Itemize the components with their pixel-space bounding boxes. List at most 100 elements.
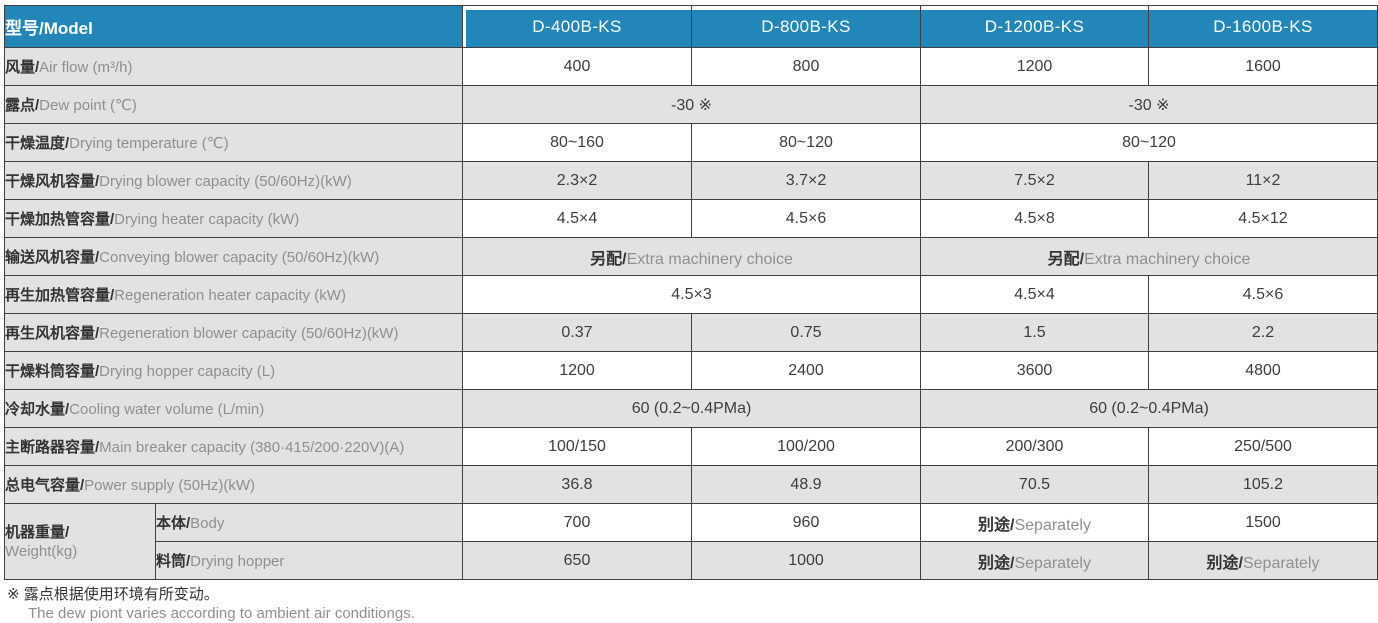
cell-airflow-d1200: 1200 [920,47,1149,86]
footnote: ※ 露点根据使用环境有所变动。 The dew piont varies acc… [4,585,1378,623]
cell-dryheater-d1600: 4.5×12 [1148,199,1378,238]
spec-row-airflow: 风量/Air flow (m³/h) 400 800 1200 1600 [4,47,1378,86]
row-label-regenblower: 再生风机容量/Regeneration blower capacity (50/… [4,313,463,352]
cell-regenheater-d1200: 4.5×4 [920,275,1149,314]
spec-row-dewpoint: 露点/Dew point (℃) -30 ※ -30 ※ [4,85,1378,124]
row-label-regenheater: 再生加热管容量/Regeneration heater capacity (kW… [4,275,463,314]
row-sublabel-body-en: Body [190,515,225,532]
cell-hopper-d1600: 4800 [1148,351,1378,390]
cell-airflow-d1600: 1600 [1148,47,1378,86]
row-label-dewpoint-zh: 露点/ [5,97,40,114]
row-label-drytemp-zh: 干燥温度/ [5,135,70,152]
row-label-regenblower-zh: 再生风机容量/ [5,325,100,342]
cell-regenheater-d400-d800: 4.5×3 [462,275,921,314]
row-label-weight: 机器重量/Weight(kg) [4,503,156,580]
cell-power-d800: 48.9 [691,465,921,504]
row-label-weight-zh: 机器重量/ [5,523,70,541]
row-label-breaker-en: Main breaker capacity (380·415/200·220V)… [99,439,405,456]
row-sublabel-body-zh: 本体/ [156,515,191,532]
row-label-dewpoint-en: Dew point (℃) [39,97,137,114]
row-label-convblower: 输送风机容量/Conveying blower capacity (50/60H… [4,237,463,276]
cell-dryheater-d800: 4.5×6 [691,199,921,238]
column-header-d800: D-800B-KS [691,5,921,48]
row-label-dryheater-en: Drying heater capacity (kW) [114,211,300,228]
row-label-breaker-zh: 主断路器容量/ [5,439,100,456]
cell-weight-body-d1200-zh: 别途/ [978,516,1015,534]
spec-row-regeneration-blower: 再生风机容量/Regeneration blower capacity (50/… [4,313,1378,352]
cell-convblower-right-en: Extra machinery choice [1084,250,1251,268]
cell-drytemp-d400: 80~160 [462,123,692,162]
cell-drytemp-d800: 80~120 [691,123,921,162]
cell-convblower-left-en: Extra machinery choice [626,250,793,268]
row-label-drytemp: 干燥温度/Drying temperature (℃) [4,123,463,162]
row-label-power-zh: 总电气容量/ [5,477,85,494]
cell-weight-body-d800: 960 [691,503,921,542]
cell-convblower-right-zh: 另配/ [1047,250,1085,268]
cell-regenheater-d1600: 4.5×6 [1148,275,1378,314]
row-label-regenblower-en: Regeneration blower capacity (50/60Hz)(k… [99,325,399,342]
cell-power-d400: 36.8 [462,465,692,504]
cell-weight-hopper-d800: 1000 [691,541,921,580]
cell-hopper-d800: 2400 [691,351,921,390]
column-header-d1200: D-1200B-KS [920,5,1149,48]
row-label-hopper: 干燥料筒容量/Drying hopper capacity (L) [4,351,463,390]
row-label-convblower-en: Conveying blower capacity (50/60Hz)(kW) [99,249,380,266]
cell-dryblower-d400: 2.3×2 [462,161,692,200]
cell-regenblower-d400: 0.37 [462,313,692,352]
cell-power-d1200: 70.5 [920,465,1149,504]
spec-row-weight-body: 机器重量/Weight(kg) 本体/Body 700 960 别途/Separ… [4,503,1378,580]
row-sublabel-hopper: 料筒/Drying hopper [155,541,463,580]
cell-dryheater-d1200: 4.5×8 [920,199,1149,238]
footnote-line-zh: ※ 露点根据使用环境有所变动。 [7,586,219,603]
cell-breaker-d1600: 250/500 [1148,427,1378,466]
cell-breaker-d400: 100/150 [462,427,692,466]
spec-row-main-breaker: 主断路器容量/Main breaker capacity (380·415/20… [4,427,1378,466]
cell-regenblower-d800: 0.75 [691,313,921,352]
spec-row-cooling-water: 冷却水量/Cooling water volume (L/min) 60 (0.… [4,389,1378,428]
row-label-power: 总电气容量/Power supply (50Hz)(kW) [4,465,463,504]
column-header-d1600: D-1600B-KS [1148,5,1378,48]
cell-hopper-d400: 1200 [462,351,692,390]
cell-power-d1600: 105.2 [1148,465,1378,504]
cell-weight-body-d400: 700 [462,503,692,542]
spec-row-drying-heater: 干燥加热管容量/Drying heater capacity (kW) 4.5×… [4,199,1378,238]
cell-weight-body-d1200: 别途/Separately [920,503,1149,542]
row-label-dryblower: 干燥风机容量/Drying blower capacity (50/60Hz)(… [4,161,463,200]
row-label-airflow: 风量/Air flow (m³/h) [4,47,463,86]
cell-dewpoint-d1200-d1600: -30 ※ [920,85,1378,124]
cell-weight-hopper-d1600-zh: 别途/ [1206,554,1243,572]
row-label-breaker: 主断路器容量/Main breaker capacity (380·415/20… [4,427,463,466]
cell-dryheater-d400: 4.5×4 [462,199,692,238]
cell-weight-body-d1600: 1500 [1148,503,1378,542]
header-model-label: 型号/Model [4,5,463,48]
cell-dryblower-d800: 3.7×2 [691,161,921,200]
cell-breaker-d1200: 200/300 [920,427,1149,466]
spec-row-power-supply: 总电气容量/Power supply (50Hz)(kW) 36.8 48.9 … [4,465,1378,504]
cell-convblower-left-zh: 另配/ [590,250,627,268]
row-label-regenheater-en: Regeneration heater capacity (kW) [114,287,346,304]
row-label-hopper-zh: 干燥料筒容量/ [5,363,100,380]
spec-row-regeneration-heater: 再生加热管容量/Regeneration heater capacity (kW… [4,275,1378,314]
cell-drytemp-d1200-d1600: 80~120 [920,123,1378,162]
row-label-hopper-en: Drying hopper capacity (L) [99,363,276,380]
row-label-dryheater-zh: 干燥加热管容量/ [5,211,115,228]
cell-weight-hopper-d400: 650 [462,541,692,580]
header-model-label-zh: 型号/ [5,19,44,38]
spec-row-drying-hopper-capacity: 干燥料筒容量/Drying hopper capacity (L) 1200 2… [4,351,1378,390]
row-sublabel-hopper-zh: 料筒/ [156,553,191,570]
cell-dryblower-d1200: 7.5×2 [920,161,1149,200]
cell-airflow-d400: 400 [462,47,692,86]
spec-table: 型号/Model D-400B-KS D-800B-KS D-1200B-KS … [4,5,1378,580]
cell-airflow-d800: 800 [691,47,921,86]
cell-dryblower-d1600: 11×2 [1148,161,1378,200]
header-row: 型号/Model D-400B-KS D-800B-KS D-1200B-KS … [4,5,1378,48]
row-sublabel-hopper-en: Drying hopper [190,553,285,570]
row-label-dryblower-zh: 干燥风机容量/ [5,173,100,190]
row-label-airflow-en: Air flow (m³/h) [39,59,133,76]
cell-convblower-d400-d800: 另配/Extra machinery choice [462,237,921,276]
spec-row-conveying-blower: 输送风机容量/Conveying blower capacity (50/60H… [4,237,1378,276]
cell-breaker-d800: 100/200 [691,427,921,466]
spec-row-weight-hopper: 料筒/Drying hopper 650 1000 别途/Separately … [5,541,1378,580]
header-model-label-en: Model [43,19,93,38]
